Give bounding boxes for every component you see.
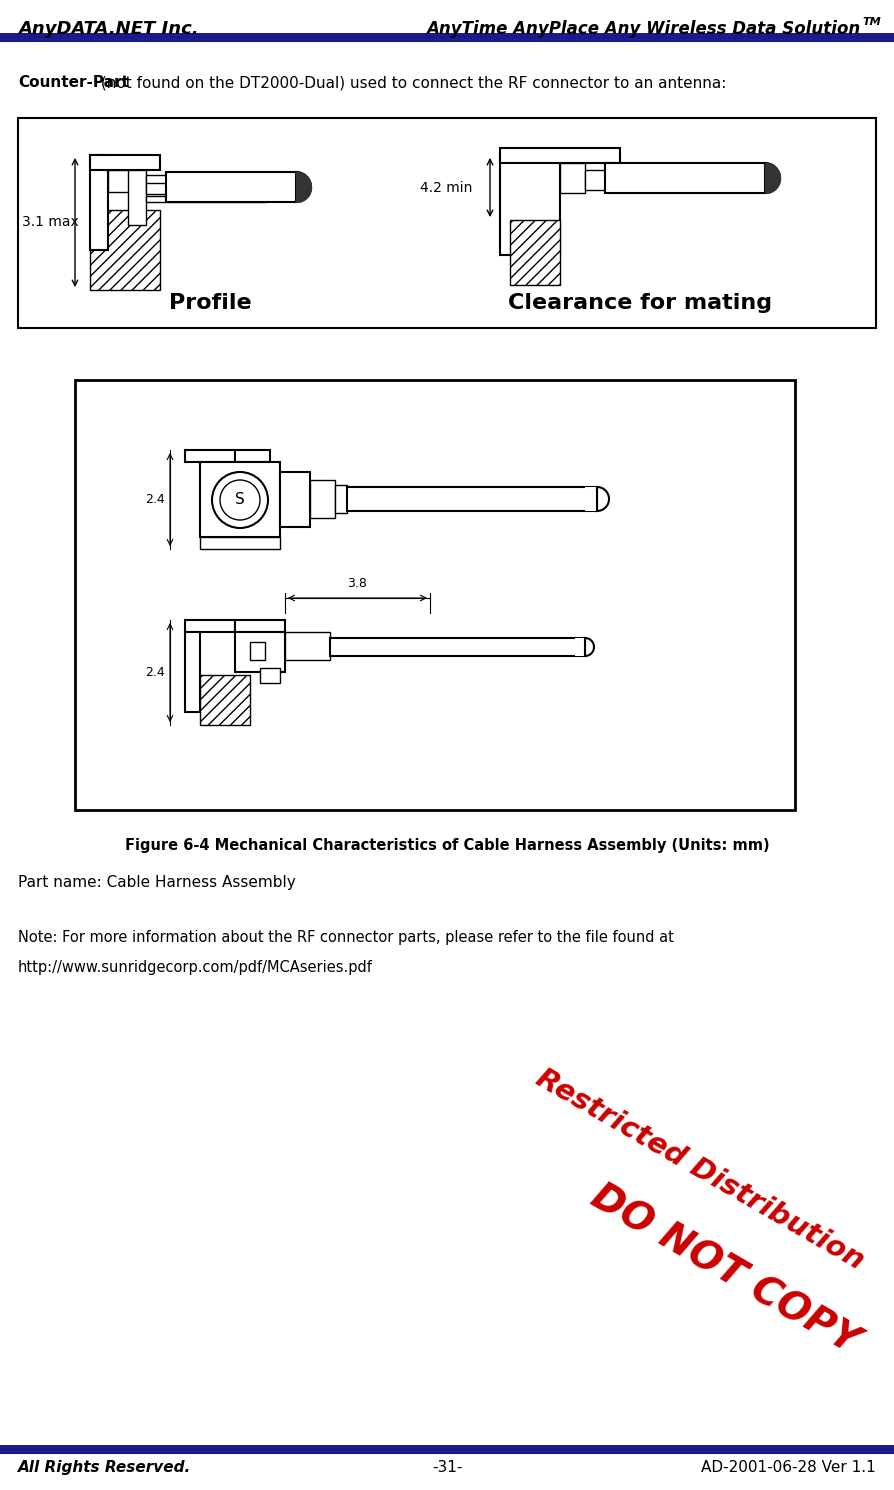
- Circle shape: [212, 472, 268, 527]
- Text: AnyTime AnyPlace Any Wireless Data Solution: AnyTime AnyPlace Any Wireless Data Solut…: [426, 19, 860, 39]
- Text: All Rights Reserved.: All Rights Reserved.: [18, 1460, 191, 1475]
- Bar: [200, 536, 280, 548]
- Bar: [605, 162, 765, 194]
- Bar: [128, 170, 146, 225]
- Bar: [18, 118, 876, 328]
- Bar: [146, 174, 266, 183]
- Text: 3.1 max: 3.1 max: [22, 216, 79, 229]
- Bar: [335, 486, 347, 513]
- Text: Figure 6-4 Mechanical Characteristics of Cable Harness Assembly (Units: mm): Figure 6-4 Mechanical Characteristics of…: [124, 837, 770, 852]
- Text: Counter-Part: Counter-Part: [18, 74, 129, 89]
- Bar: [185, 632, 200, 712]
- Bar: [585, 487, 597, 511]
- Text: Profile: Profile: [169, 294, 251, 313]
- Text: Clearance for mating: Clearance for mating: [508, 294, 772, 313]
- Bar: [146, 182, 166, 194]
- Bar: [617, 185, 747, 191]
- Bar: [146, 197, 266, 203]
- Text: 2.4: 2.4: [145, 666, 165, 679]
- Bar: [347, 487, 597, 511]
- Bar: [250, 642, 265, 660]
- Bar: [285, 632, 330, 660]
- Bar: [560, 162, 585, 194]
- Bar: [510, 221, 560, 285]
- Text: 3.8: 3.8: [348, 577, 367, 590]
- Bar: [185, 620, 235, 632]
- Text: TM: TM: [862, 16, 881, 27]
- Text: Restricted Distribution: Restricted Distribution: [531, 1064, 869, 1275]
- Bar: [500, 148, 620, 162]
- Text: http://www.sunridgecorp.com/pdf/MCAseries.pdf: http://www.sunridgecorp.com/pdf/MCAserie…: [18, 960, 373, 974]
- Bar: [108, 170, 130, 192]
- Text: DO NOT COPY: DO NOT COPY: [585, 1179, 865, 1362]
- Bar: [75, 380, 795, 811]
- Bar: [617, 168, 747, 176]
- Text: AnyDATA.NET Inc.: AnyDATA.NET Inc.: [18, 19, 198, 39]
- Text: Note: For more information about the RF connector parts, please refer to the fil: Note: For more information about the RF …: [18, 930, 674, 945]
- Bar: [90, 155, 108, 250]
- Bar: [260, 668, 280, 682]
- Circle shape: [220, 480, 260, 520]
- Bar: [235, 632, 285, 672]
- Text: Part name: Cable Harness Assembly: Part name: Cable Harness Assembly: [18, 875, 296, 890]
- Bar: [235, 450, 270, 462]
- Bar: [200, 675, 250, 726]
- Bar: [90, 155, 160, 170]
- Text: 2.4: 2.4: [145, 493, 165, 507]
- Bar: [90, 210, 160, 291]
- Bar: [166, 171, 296, 203]
- Bar: [575, 638, 585, 656]
- Text: 4.2 min: 4.2 min: [420, 180, 472, 195]
- Bar: [280, 472, 310, 527]
- Text: AD-2001-06-28 Ver 1.1: AD-2001-06-28 Ver 1.1: [701, 1460, 876, 1475]
- Text: S: S: [235, 493, 245, 508]
- Bar: [200, 462, 280, 536]
- Bar: [605, 171, 617, 186]
- Bar: [330, 638, 585, 656]
- Bar: [500, 155, 560, 255]
- Bar: [585, 170, 605, 191]
- Bar: [310, 480, 335, 519]
- Bar: [185, 450, 235, 462]
- Text: (not found on the DT2000-Dual) used to connect the RF connector to an antenna:: (not found on the DT2000-Dual) used to c…: [96, 74, 726, 89]
- Text: -31-: -31-: [432, 1460, 462, 1475]
- Bar: [235, 620, 285, 632]
